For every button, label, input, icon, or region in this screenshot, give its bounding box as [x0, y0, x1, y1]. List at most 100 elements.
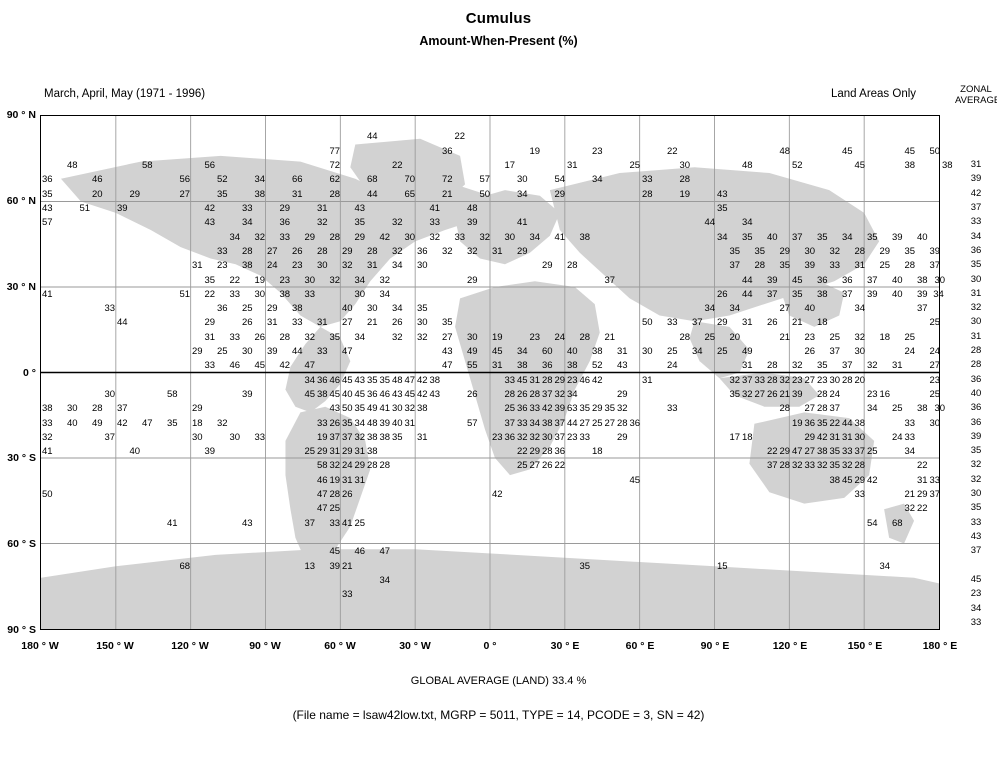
map-cell-value: 30: [934, 403, 946, 415]
map-cell-value: 19: [316, 431, 328, 443]
map-cell-value: 23: [279, 274, 291, 286]
map-cell-value: 40: [766, 231, 778, 243]
map-cell-value: 58: [166, 388, 178, 400]
map-cell-value: 33: [579, 431, 591, 443]
map-cell-value: 21: [904, 489, 916, 501]
map-cell-value: 28: [366, 245, 378, 257]
map-cell-value: 26: [241, 317, 253, 329]
map-cell-value: 23: [566, 374, 578, 386]
map-cell-value: 35: [729, 388, 741, 400]
map-cell-value: 29: [541, 260, 553, 272]
map-cell-value: 45: [491, 346, 503, 358]
map-cell-value: 72: [329, 160, 341, 172]
map-cell-value: 33: [216, 245, 228, 257]
map-cell-value: 38: [279, 288, 291, 300]
zonal-average-value: 30: [970, 488, 982, 500]
map-cell-value: 50: [41, 489, 53, 501]
map-cell-value: 32: [391, 331, 403, 343]
x-axis-tick-label: 0 °: [483, 640, 497, 652]
map-cell-value: 70: [404, 174, 416, 186]
map-cell-value: 50: [641, 317, 653, 329]
map-cell-value: 28: [366, 460, 378, 472]
map-cell-value: 39: [791, 388, 803, 400]
map-cell-value: 31: [354, 474, 366, 486]
map-cell-value: 25: [241, 303, 253, 315]
map-cell-value: 38: [591, 346, 603, 358]
map-cell-value: 40: [891, 274, 903, 286]
map-cell-value: 33: [229, 331, 241, 343]
map-cell-value: 31: [404, 417, 416, 429]
map-cell-value: 35: [604, 403, 616, 415]
map-cell-value: 42: [866, 474, 878, 486]
map-cell-value: 34: [933, 288, 944, 300]
map-cell-value: 30: [391, 403, 403, 415]
map-cell-value: 34: [591, 174, 603, 186]
map-cell-value: 30: [541, 431, 553, 443]
map-cell-value: 37: [854, 446, 866, 458]
zonal-average-value: 36: [970, 402, 982, 414]
zonal-average-value: 28: [970, 345, 982, 357]
map-cell-value: 47: [341, 346, 353, 358]
map-cell-value: 35: [379, 374, 391, 386]
map-cell-value: 36: [41, 174, 53, 186]
map-cell-value: 36: [541, 360, 553, 372]
map-cell-value: 34: [304, 374, 316, 386]
map-cell-value: 28: [279, 331, 291, 343]
map-cell-value: 35: [816, 231, 828, 243]
map-cell-value: 29: [304, 231, 316, 243]
map-cell-value: 28: [841, 374, 853, 386]
map-cell-value: 23: [816, 374, 828, 386]
map-cell-value: 41: [41, 288, 53, 300]
map-cell-value: 39: [766, 274, 778, 286]
map-cell-value: 35: [441, 317, 453, 329]
map-cell-value: 28: [241, 245, 253, 257]
map-cell-value: 36: [216, 303, 228, 315]
x-axis-tick-label: 180 ° E: [922, 640, 958, 652]
map-cell-value: 23: [216, 260, 228, 272]
map-cell-value: 34: [729, 303, 741, 315]
map-cell-value: 42: [204, 202, 216, 214]
zonal-average-value: 40: [970, 387, 982, 399]
map-cell-value: 35: [729, 245, 741, 257]
map-cell-value: 33: [229, 288, 241, 300]
map-cell-value: 34: [566, 388, 578, 400]
map-cell-value: 34: [241, 217, 253, 229]
zonal-average-value: 32: [970, 473, 982, 485]
map-cell-value: 62: [329, 174, 341, 186]
map-cell-value: 34: [391, 303, 403, 315]
map-cell-value: 28: [566, 260, 578, 272]
map-cell-value: 33: [329, 517, 341, 529]
map-cell-value: 25: [629, 160, 641, 172]
map-cell-value: 44: [741, 274, 753, 286]
map-cell-value: 25: [929, 388, 941, 400]
map-cell-value: 32: [791, 360, 803, 372]
map-cell-value: 41: [166, 517, 178, 529]
map-cell-value: 45: [854, 160, 866, 172]
map-cell-value: 24: [666, 360, 678, 372]
map-cell-value: 37: [541, 388, 553, 400]
map-cell-value: 29: [779, 446, 791, 458]
map-cell-value: 38: [579, 231, 591, 243]
map-cell-value: 37: [841, 360, 853, 372]
map-cell-value: 23: [291, 260, 303, 272]
map-cell-value: 33: [304, 288, 316, 300]
map-cell-value: 31: [566, 160, 578, 172]
map-cell-value: 30: [516, 174, 528, 186]
map-cell-value: 36: [441, 145, 453, 157]
map-cell-value: 48: [466, 202, 478, 214]
map-cell-value: 23: [529, 331, 541, 343]
zonal-average-value: 37: [970, 545, 982, 557]
map-cell-value: 42: [416, 374, 428, 386]
map-cell-value: 26: [254, 331, 266, 343]
zonal-average-value: 32: [970, 302, 982, 314]
map-cell-value: 39: [554, 403, 566, 415]
map-cell-value: 27: [804, 446, 816, 458]
map-cell-value: 28: [529, 388, 541, 400]
map-cell-value: 33: [104, 303, 116, 315]
map-cell-value: 37: [766, 460, 778, 472]
map-cell-value: 38: [516, 360, 528, 372]
map-cell-value: 19: [679, 188, 691, 200]
map-cell-value: 25: [354, 517, 366, 529]
map-cell-value: 42: [416, 388, 428, 400]
map-cell-value: 30: [191, 431, 203, 443]
